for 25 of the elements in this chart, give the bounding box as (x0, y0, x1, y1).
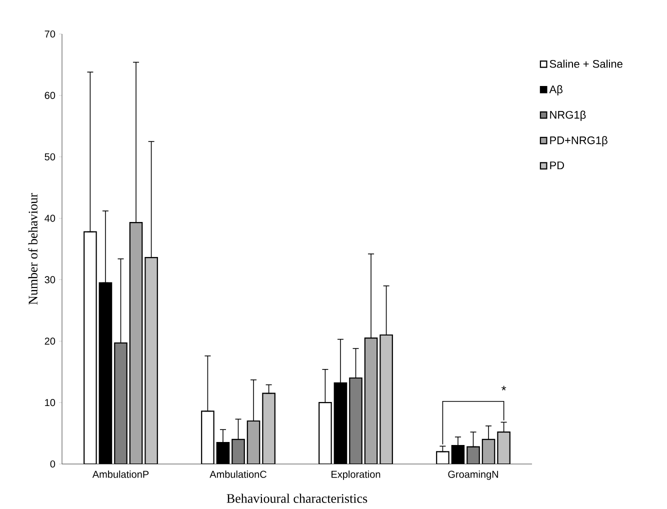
bar (482, 438, 496, 464)
x-tick-label: GroamingN (448, 470, 498, 480)
bar (114, 342, 128, 464)
y-axis-title: Number of behaviour (28, 193, 38, 305)
bar (232, 438, 245, 464)
legend-label: PD (550, 162, 564, 170)
y-tick-label: 50 (44, 153, 56, 160)
y-tick-label: 60 (44, 92, 56, 99)
x-tick-label: AmbulationP (92, 470, 149, 478)
legend-label: Aβ (549, 85, 562, 96)
y-tick-label: 20 (44, 338, 56, 345)
y-tick-label: 0 (50, 460, 56, 468)
legend-label: PD+NRG1β (550, 136, 608, 146)
bar (129, 222, 143, 464)
x-tick-label: Exploration (332, 470, 380, 480)
bar (349, 377, 362, 464)
y-tick-label: 40 (44, 214, 56, 222)
legend-label: Saline + Saline (550, 60, 622, 68)
legend-label: NRG1β (550, 110, 586, 121)
y-tick-label: 30 (44, 276, 56, 284)
y-tick-label: 70 (44, 30, 56, 38)
annotation: * (501, 386, 506, 390)
y-tick-label: 10 (45, 399, 56, 406)
x-axis-title: Behavioural characteristics (226, 494, 368, 503)
x-tick-label: AmbulationC (210, 470, 266, 478)
